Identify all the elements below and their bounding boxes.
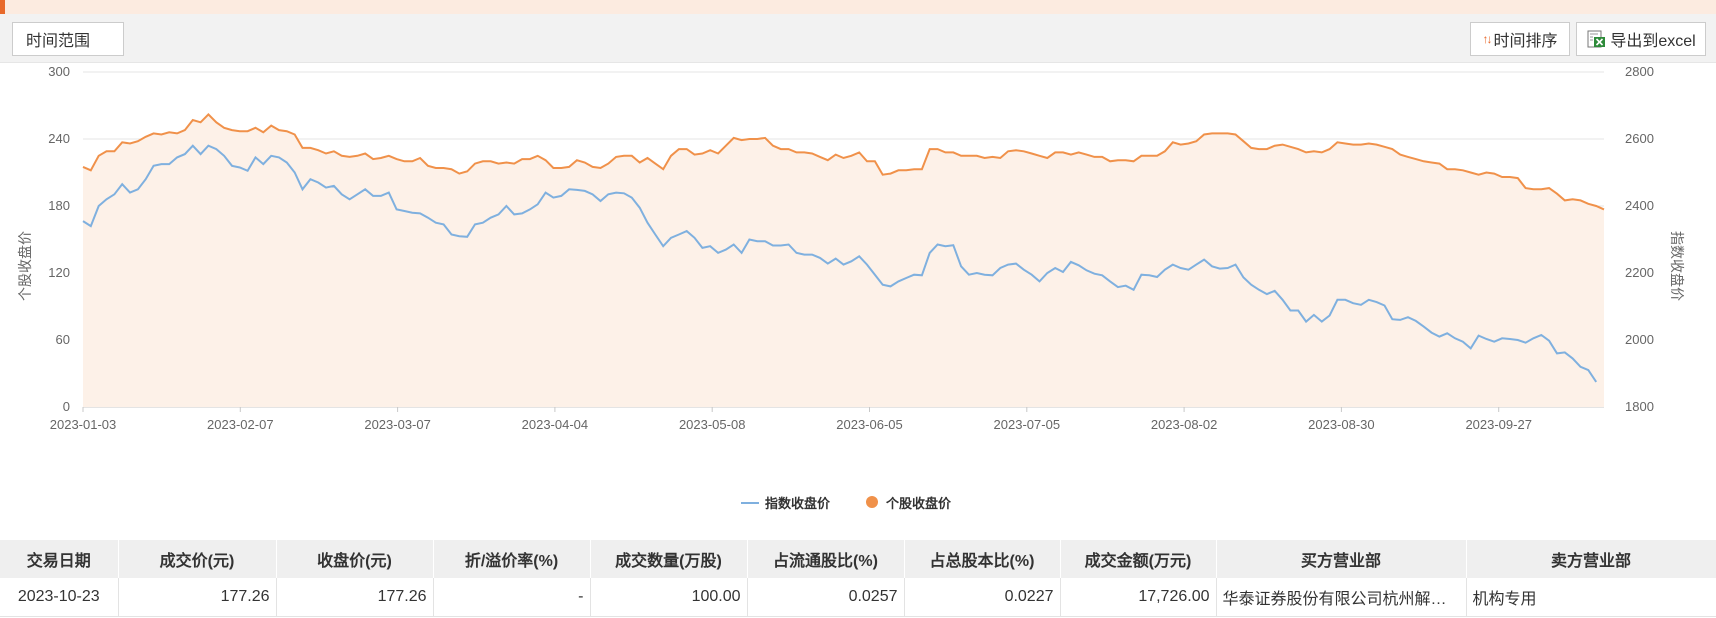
chart-axis-layer: 0 60 120 180 240 300 1800 2000 2200 2400 2600 2800 2… — [48, 64, 1654, 432]
y-right-tick-label: 2600 — [1625, 131, 1654, 146]
section-header-bar — [0, 0, 1716, 14]
cell-trade-date: 2023-10-23 — [0, 578, 119, 617]
y-right-tick-label: 2000 — [1625, 332, 1654, 347]
index-close-line — [82, 144, 1598, 383]
export-excel-label: 导出到excel — [1610, 33, 1696, 50]
chart-area-layer — [83, 114, 1604, 408]
y-right-tick-label: 1800 — [1625, 399, 1654, 414]
cell-close-price: 177.26 — [276, 578, 434, 617]
x-tick-label: 2023-08-30 — [1308, 417, 1375, 432]
col-trade-price[interactable]: 成交价(元) — [118, 540, 277, 578]
y-axis-right-title: 指数收盘价 — [1669, 231, 1685, 301]
stock-close-area — [83, 114, 1604, 408]
cell-volume: 100.00 — [590, 578, 748, 617]
price-chart: 0 60 120 180 240 300 1800 2000 2200 2400 2600 2800 2… — [17, 64, 1685, 511]
col-float-ratio[interactable]: 占流通股比(%) — [747, 540, 905, 578]
y-left-tick-label: 0 — [63, 399, 70, 414]
stock-close-line — [82, 112, 1605, 211]
col-buyer[interactable]: 买方营业部 — [1216, 540, 1467, 578]
x-tick-label: 2023-04-04 — [522, 417, 589, 432]
legend-item-index[interactable]: 指数收盘价 — [741, 496, 831, 511]
y-left-tick-label: 120 — [48, 265, 70, 280]
legend-stock-swatch — [866, 496, 878, 508]
col-volume[interactable]: 成交数量(万股) — [590, 540, 748, 578]
x-tick-label: 2023-08-02 — [1151, 417, 1218, 432]
col-total-ratio[interactable]: 占总股本比(%) — [904, 540, 1061, 578]
col-amount[interactable]: 成交金额(万元) — [1060, 540, 1217, 578]
table-row: 2023-10-23 177.26 177.26 - 100.00 0.0257… — [0, 578, 1716, 617]
chart-line-layer — [82, 112, 1605, 383]
time-range-label: 时间范围 — [26, 33, 91, 50]
block-trade-table: 交易日期 成交价(元) 收盘价(元) 折/溢价率(%) 成交数量(万股) 占流通… — [0, 540, 1716, 617]
excel-icon — [1587, 30, 1606, 48]
x-tick-label: 2023-03-07 — [364, 417, 431, 432]
sort-arrows-icon: ↑↓ — [1482, 32, 1492, 46]
cell-trade-price: 177.26 — [118, 578, 277, 617]
col-seller[interactable]: 卖方营业部 — [1466, 540, 1716, 578]
y-axis-left-title: 个股收盘价 — [17, 231, 33, 301]
col-trade-date[interactable]: 交易日期 — [0, 540, 119, 578]
export-excel-button[interactable]: 导出到excel — [1576, 22, 1706, 56]
cell-amount: 17,726.00 — [1060, 578, 1217, 617]
col-close-price[interactable]: 收盘价(元) — [276, 540, 434, 578]
x-tick-label: 2023-02-07 — [207, 417, 274, 432]
time-sort-button[interactable]: ↑↓ 时间排序 — [1470, 22, 1570, 56]
section-accent-mark — [0, 0, 5, 14]
time-range-button[interactable]: 时间范围 — [12, 22, 124, 56]
table-header-row: 交易日期 成交价(元) 收盘价(元) 折/溢价率(%) 成交数量(万股) 占流通… — [0, 540, 1716, 578]
y-left-tick-label: 240 — [48, 131, 70, 146]
y-left-tick-label: 60 — [56, 332, 70, 347]
legend-index-label: 指数收盘价 — [765, 496, 831, 511]
cell-total-ratio: 0.0227 — [904, 578, 1061, 617]
col-premium-rate[interactable]: 折/溢价率(%) — [433, 540, 591, 578]
y-left-tick-label: 180 — [48, 198, 70, 213]
cell-premium-rate: - — [433, 578, 591, 617]
chart-legend: 指数收盘价 个股收盘价 — [741, 496, 952, 511]
x-tick-label: 2023-05-08 — [679, 417, 746, 432]
x-tick-label: 2023-09-27 — [1465, 417, 1532, 432]
x-tick-label: 2023-07-05 — [994, 417, 1061, 432]
y-right-tick-label: 2200 — [1625, 265, 1654, 280]
cell-seller[interactable]: 机构专用 — [1466, 578, 1716, 617]
y-right-tick-label: 2400 — [1625, 198, 1654, 213]
cell-float-ratio: 0.0257 — [747, 578, 905, 617]
legend-item-stock[interactable]: 个股收盘价 — [866, 496, 952, 511]
toolbar: 时间范围 ↑↓ 时间排序 导出到excel — [0, 14, 1716, 63]
cell-buyer[interactable]: 华泰证券股份有限公司杭州解放路证券营业部 — [1216, 578, 1467, 617]
y-right-tick-label: 2800 — [1625, 64, 1654, 79]
x-tick-label: 2023-06-05 — [836, 417, 903, 432]
time-sort-label: 时间排序 — [1493, 33, 1558, 50]
x-tick-label: 2023-01-03 — [50, 417, 117, 432]
y-left-tick-label: 300 — [48, 64, 70, 79]
legend-stock-label: 个股收盘价 — [885, 496, 952, 511]
